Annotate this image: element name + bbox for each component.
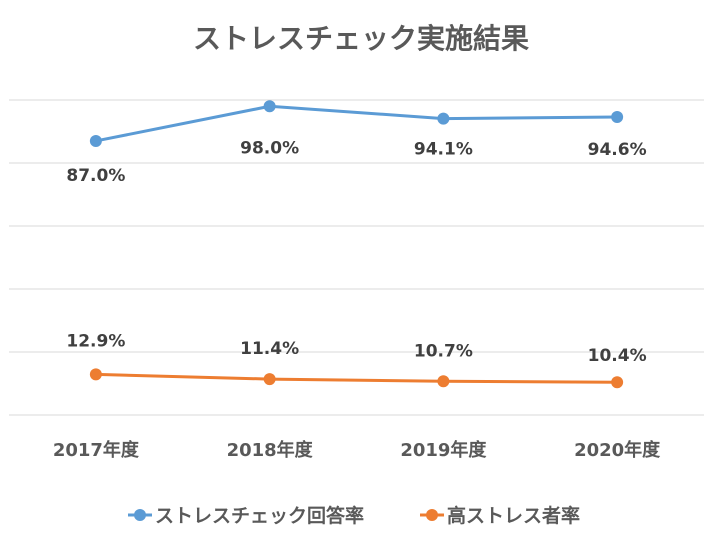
legend-item: 高ストレス者率 [420, 504, 580, 527]
data-label: 10.7% [414, 341, 473, 361]
data-label: 11.4% [240, 339, 299, 359]
data-point [263, 373, 276, 386]
legend-dot-marker [134, 509, 146, 521]
series-line [95, 104, 618, 143]
data-label: 94.6% [588, 140, 647, 160]
data-label: 98.0% [240, 138, 299, 158]
data-point [437, 375, 450, 388]
data-label: 10.4% [588, 346, 647, 366]
data-point [89, 368, 102, 381]
chart-title: ストレスチェック実施結果 [193, 22, 529, 55]
data-point [263, 100, 276, 113]
data-point [437, 112, 450, 125]
x-axis: 2017年度 2018年度 2019年度 2020年度 [53, 439, 661, 461]
data-label: 87.0% [66, 166, 125, 186]
series-group: 87.0% 98.0% 94.1% 94.6% 12.9% 11.4% 10.7% 10.4% [66, 100, 647, 389]
x-tick-label: 2017年度 [53, 439, 140, 461]
series-2: 12.9% 11.4% 10.7% 10.4% [66, 331, 647, 389]
data-label: 12.9% [66, 331, 125, 351]
data-point [89, 134, 102, 147]
legend-label: ストレスチェック回答率 [155, 504, 364, 527]
data-label: 94.1% [414, 140, 473, 160]
legend-label: 高ストレス者率 [447, 504, 580, 527]
x-tick-label: 2019年度 [400, 439, 487, 461]
x-tick-label: 2018年度 [227, 439, 314, 461]
legend: ストレスチェック回答率 高ストレス者率 [128, 504, 580, 527]
legend-item: ストレスチェック回答率 [128, 504, 364, 527]
data-point [611, 376, 624, 389]
series-1: 87.0% 98.0% 94.1% 94.6% [66, 100, 647, 186]
legend-dot-marker [426, 509, 438, 521]
data-point [611, 111, 624, 124]
gridlines [9, 99, 704, 416]
x-tick-label: 2020年度 [574, 439, 661, 461]
series-line [95, 372, 618, 384]
